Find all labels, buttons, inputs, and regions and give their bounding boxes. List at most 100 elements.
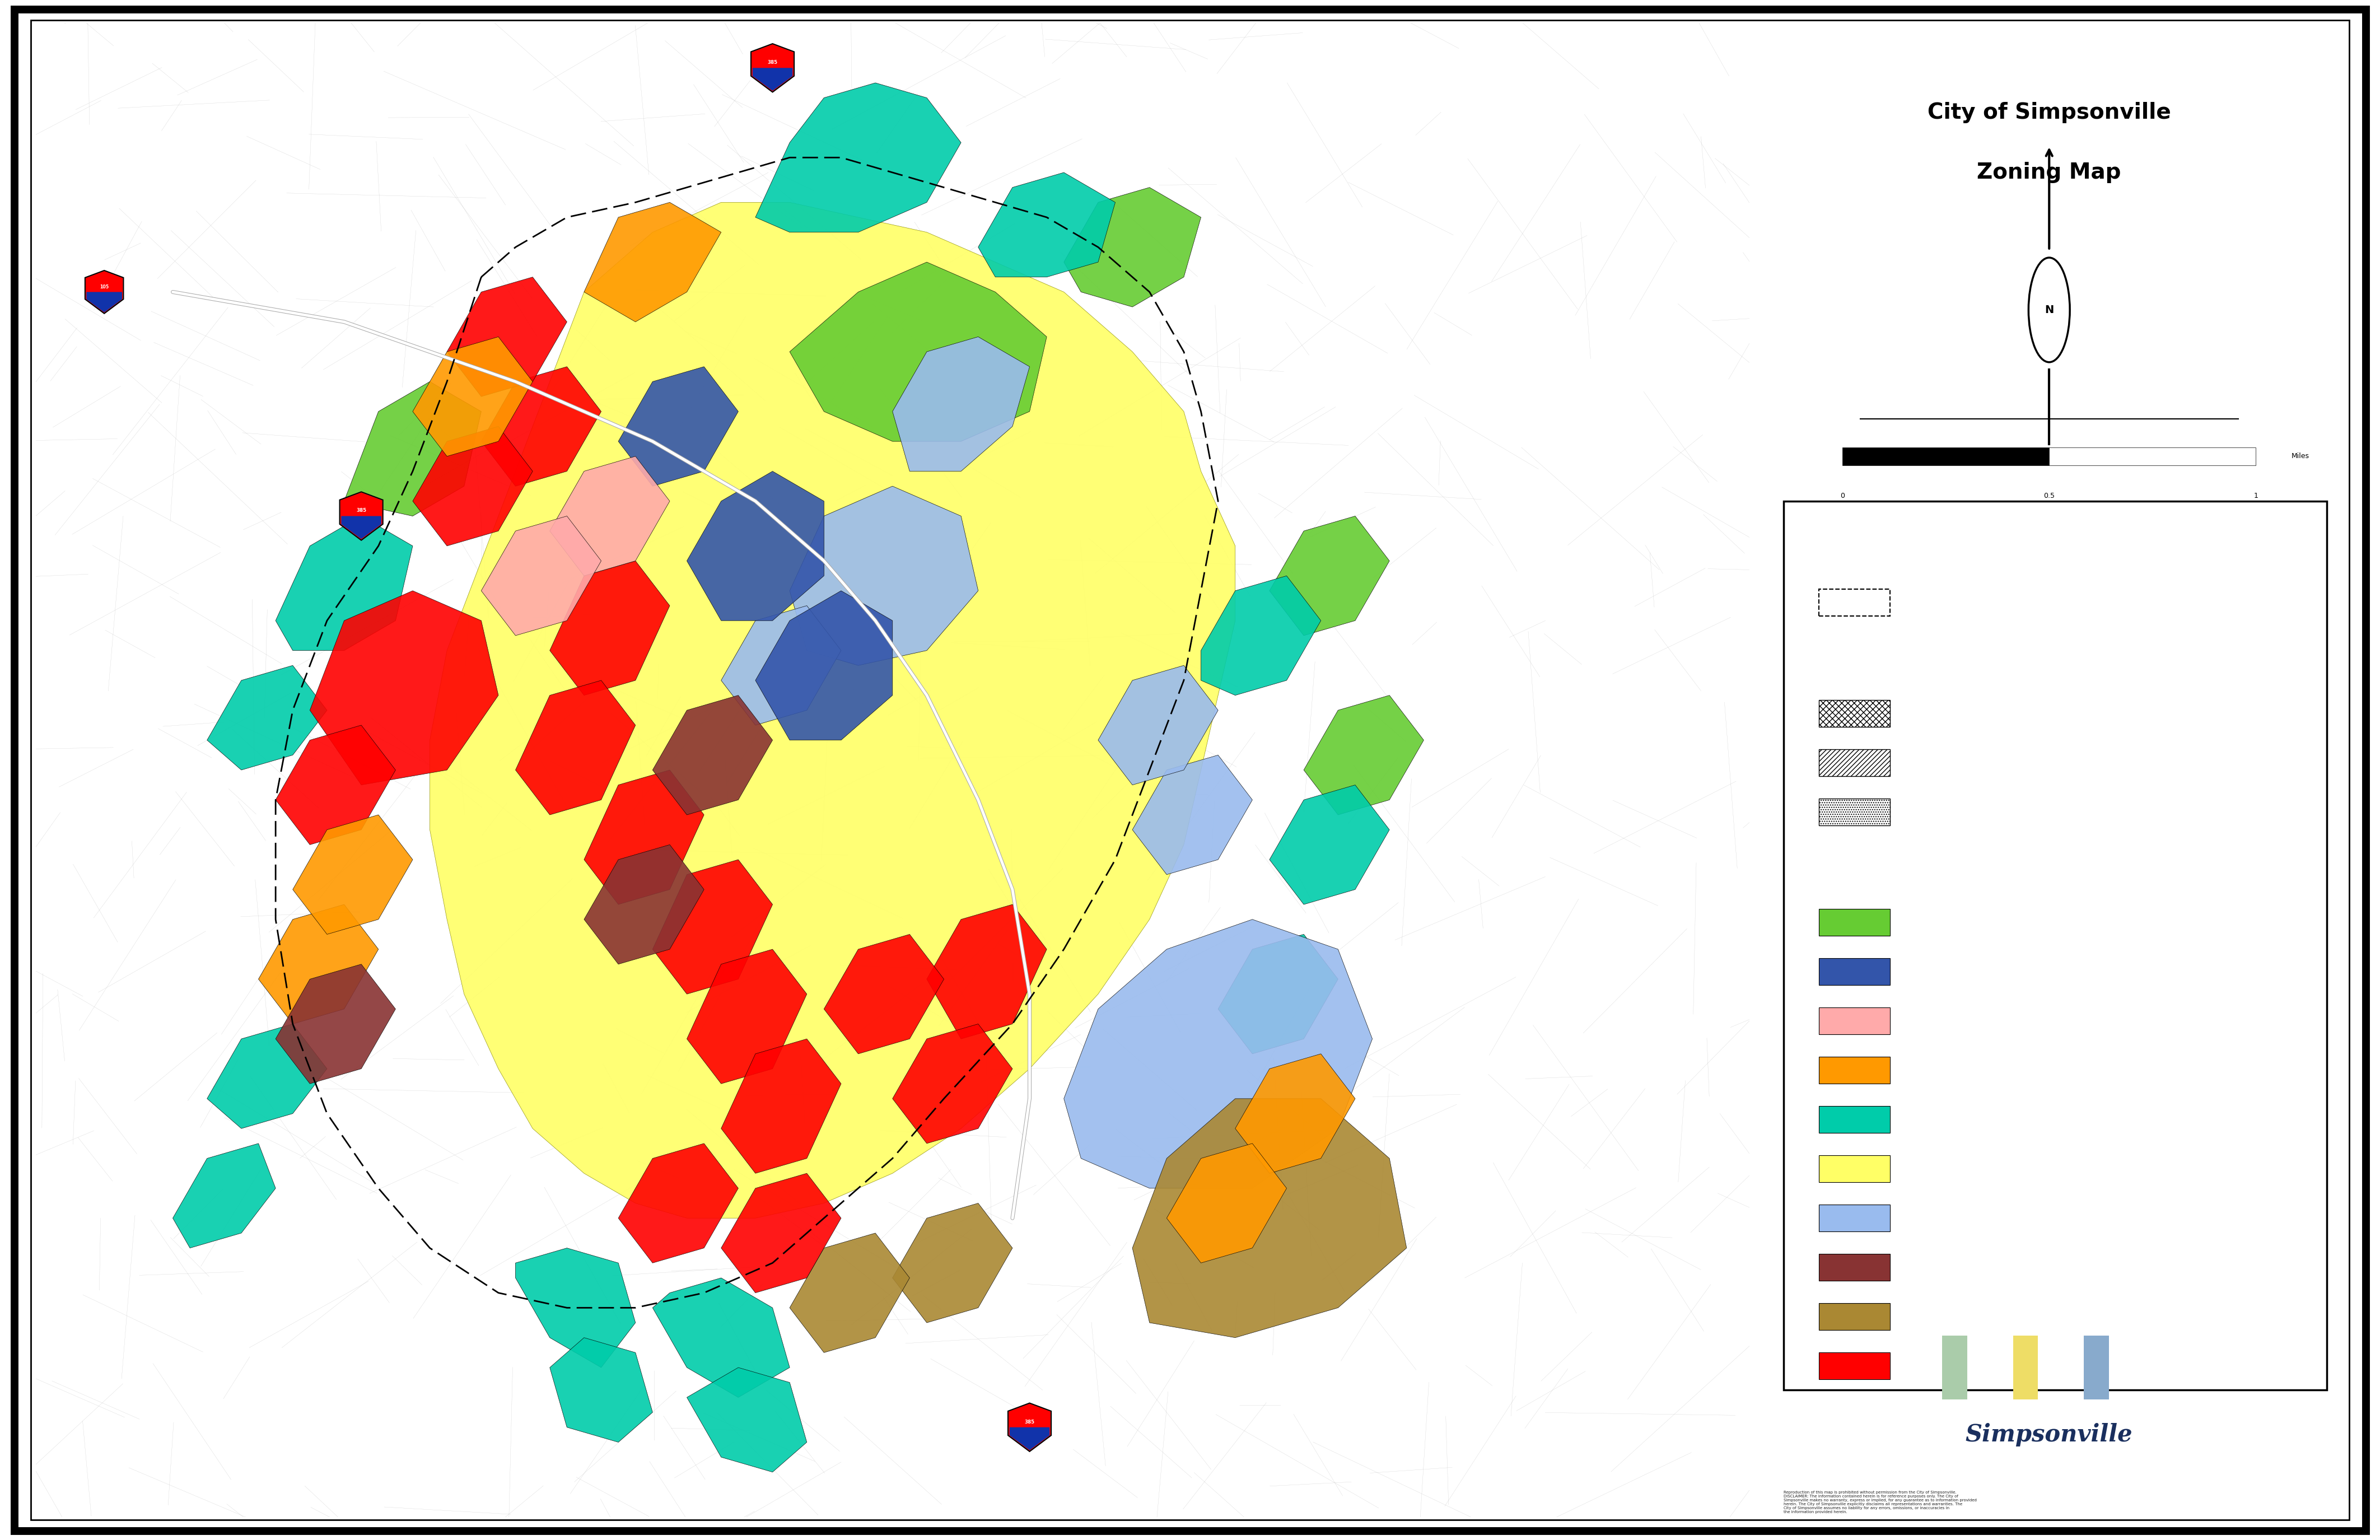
Polygon shape <box>721 1040 840 1173</box>
Text: DO-TC (Town Center): DO-TC (Town Center) <box>1925 759 2006 767</box>
Text: B-U (Business-Urban): B-U (Business-Urban) <box>1925 1264 2004 1271</box>
Polygon shape <box>754 83 962 233</box>
Text: Zoning Map: Zoning Map <box>1978 162 2121 183</box>
Polygon shape <box>1269 516 1390 636</box>
Bar <box>1818 798 1890 825</box>
Bar <box>1818 1352 1890 1380</box>
Polygon shape <box>583 770 704 904</box>
Polygon shape <box>174 1143 276 1247</box>
Polygon shape <box>207 1024 326 1129</box>
Text: B-I (Business-Industrial): B-I (Business-Industrial) <box>1925 969 2013 975</box>
Text: R-OI (Resid.-Neighb. Office & Institution): R-OI (Resid.-Neighb. Office & Institutio… <box>1925 1215 2075 1221</box>
Polygon shape <box>1133 755 1252 875</box>
Text: ID (Innovative Development): ID (Innovative Development) <box>1925 1116 2033 1123</box>
Bar <box>1818 1155 1890 1183</box>
Polygon shape <box>550 1338 652 1441</box>
Polygon shape <box>1219 935 1338 1053</box>
Polygon shape <box>276 725 395 844</box>
Text: DO-VC (Village Commerce): DO-VC (Village Commerce) <box>1925 809 2030 816</box>
Polygon shape <box>340 516 381 539</box>
Polygon shape <box>1269 785 1390 904</box>
Polygon shape <box>1064 188 1202 306</box>
Polygon shape <box>652 696 774 815</box>
Text: R-HI (Residential-High Density): R-HI (Residential-High Density) <box>1925 1314 2040 1320</box>
Polygon shape <box>86 293 121 313</box>
Text: Miles: Miles <box>2292 453 2309 460</box>
Bar <box>1783 501 2328 1391</box>
Bar <box>1818 958 1890 986</box>
Bar <box>1818 590 1890 616</box>
Polygon shape <box>926 904 1047 1040</box>
Text: Reproduction of this map is prohibited without permission from the City of Simps: Reproduction of this map is prohibited w… <box>1783 1491 1978 1514</box>
Bar <box>1818 1303 1890 1331</box>
Polygon shape <box>1064 919 1373 1189</box>
Polygon shape <box>752 43 795 92</box>
Polygon shape <box>688 949 807 1084</box>
Polygon shape <box>893 1024 1012 1143</box>
Polygon shape <box>412 337 533 456</box>
Text: 385: 385 <box>1023 1420 1035 1425</box>
Text: DO-E: DO-E <box>1925 710 1944 718</box>
Polygon shape <box>652 859 774 995</box>
Text: N: N <box>2044 305 2054 316</box>
Text: B-G (Business-General): B-G (Business-General) <box>1925 1363 2013 1369</box>
Bar <box>2049 447 2256 465</box>
Polygon shape <box>652 1278 790 1397</box>
Bar <box>1818 1056 1890 1084</box>
Polygon shape <box>1009 1403 1052 1452</box>
Bar <box>1818 1204 1890 1232</box>
Polygon shape <box>754 591 893 741</box>
Text: 0.5: 0.5 <box>2044 493 2054 499</box>
Polygon shape <box>481 516 602 636</box>
Polygon shape <box>293 815 412 935</box>
Bar <box>1818 909 1890 936</box>
Polygon shape <box>1133 1098 1407 1338</box>
Polygon shape <box>1097 665 1219 785</box>
Polygon shape <box>1009 1428 1050 1451</box>
Polygon shape <box>978 172 1116 277</box>
Polygon shape <box>619 1143 738 1263</box>
Polygon shape <box>752 68 793 91</box>
Text: 385: 385 <box>766 60 778 65</box>
Bar <box>1818 1007 1890 1035</box>
Polygon shape <box>516 1247 635 1368</box>
Polygon shape <box>431 202 1235 1218</box>
Text: R-LO (Residential-Low Density): R-LO (Residential-Low Density) <box>1925 1166 2040 1172</box>
Text: B-L (Business-Limited): B-L (Business-Limited) <box>1925 1018 2009 1024</box>
Text: 105: 105 <box>100 285 109 290</box>
Text: City Limits: City Limits <box>1925 599 1966 607</box>
Polygon shape <box>583 844 704 964</box>
Polygon shape <box>259 904 378 1024</box>
Polygon shape <box>481 367 602 487</box>
Polygon shape <box>688 1368 807 1472</box>
Polygon shape <box>583 202 721 322</box>
Polygon shape <box>893 1203 1012 1323</box>
Bar <box>1818 1254 1890 1281</box>
Polygon shape <box>345 382 481 516</box>
Polygon shape <box>550 456 669 576</box>
Polygon shape <box>823 935 945 1053</box>
Polygon shape <box>893 337 1031 471</box>
Polygon shape <box>412 427 533 547</box>
Polygon shape <box>790 262 1047 442</box>
Bar <box>1818 1106 1890 1133</box>
Polygon shape <box>550 561 669 696</box>
Polygon shape <box>86 271 124 314</box>
Bar <box>1818 699 1890 727</box>
Polygon shape <box>790 1234 909 1352</box>
Bar <box>1818 748 1890 776</box>
Text: Zoning Districts: Zoning Districts <box>1806 869 1883 878</box>
Text: R-MID (Residential-Medium Density): R-MID (Residential-Medium Density) <box>1925 1067 2059 1073</box>
Text: Design Overlay District: Design Overlay District <box>1806 659 1918 668</box>
Polygon shape <box>276 516 412 650</box>
Text: City of Simpsonville: City of Simpsonville <box>1928 102 2171 123</box>
Text: 385: 385 <box>357 508 367 513</box>
Polygon shape <box>688 471 823 621</box>
Text: 0: 0 <box>1840 493 1845 499</box>
Polygon shape <box>309 591 497 785</box>
Polygon shape <box>516 681 635 815</box>
Polygon shape <box>721 1173 840 1294</box>
Polygon shape <box>1304 696 1423 815</box>
Bar <box>1842 447 2049 465</box>
Polygon shape <box>1166 1143 1288 1263</box>
